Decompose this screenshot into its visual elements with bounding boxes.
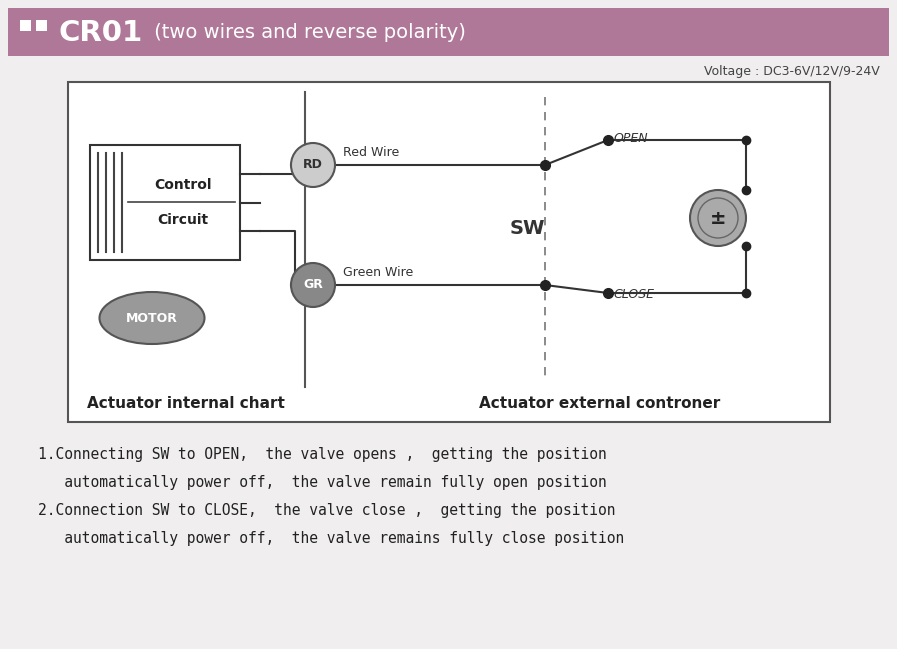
Text: OPEN: OPEN xyxy=(613,132,648,145)
Text: MOTOR: MOTOR xyxy=(126,312,178,324)
Text: 2.Connection SW to CLOSE,  the valve close ,  getting the position: 2.Connection SW to CLOSE, the valve clos… xyxy=(38,504,615,519)
FancyBboxPatch shape xyxy=(68,82,830,422)
Circle shape xyxy=(291,263,335,307)
Text: ±: ± xyxy=(710,208,727,228)
Ellipse shape xyxy=(100,292,205,344)
Text: CR01: CR01 xyxy=(58,19,143,47)
Text: Green Wire: Green Wire xyxy=(343,267,414,280)
Text: Voltage : DC3-6V/12V/9-24V: Voltage : DC3-6V/12V/9-24V xyxy=(704,66,880,79)
Text: Control: Control xyxy=(154,178,212,192)
Text: automatically power off,  the valve remains fully close position: automatically power off, the valve remai… xyxy=(38,532,624,546)
Text: Actuator internal chart: Actuator internal chart xyxy=(87,397,285,411)
FancyBboxPatch shape xyxy=(8,8,889,56)
FancyBboxPatch shape xyxy=(36,20,47,31)
Text: CLOSE: CLOSE xyxy=(613,289,654,302)
FancyBboxPatch shape xyxy=(90,145,240,260)
Text: (two wires and reverse polarity): (two wires and reverse polarity) xyxy=(148,23,466,42)
Text: automatically power off,  the valve remain fully open position: automatically power off, the valve remai… xyxy=(38,476,606,491)
Text: GR: GR xyxy=(303,278,323,291)
Circle shape xyxy=(698,198,738,238)
FancyBboxPatch shape xyxy=(20,20,31,31)
Text: 1.Connecting SW to OPEN,  the valve opens ,  getting the position: 1.Connecting SW to OPEN, the valve opens… xyxy=(38,448,606,463)
Text: RD: RD xyxy=(303,158,323,171)
Circle shape xyxy=(291,143,335,187)
Text: Circuit: Circuit xyxy=(158,213,209,227)
Text: SW: SW xyxy=(509,219,544,238)
Circle shape xyxy=(690,190,746,246)
Text: Red Wire: Red Wire xyxy=(343,147,399,160)
Text: Actuator external controner: Actuator external controner xyxy=(479,397,720,411)
